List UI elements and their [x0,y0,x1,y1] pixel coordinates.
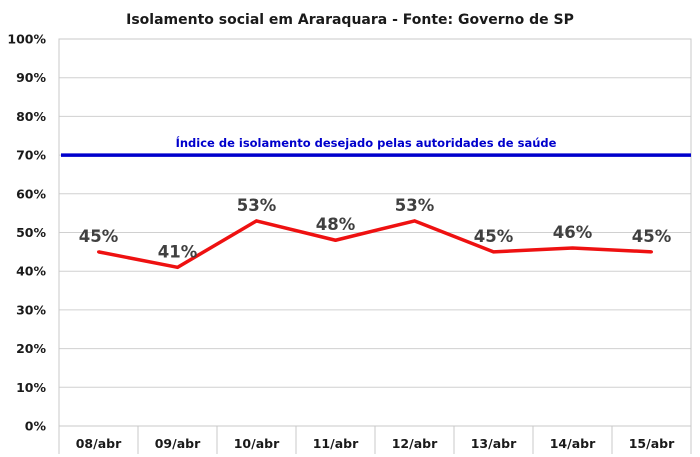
x-tick-label: 08/abr [76,436,122,451]
x-tick-label: 13/abr [471,436,517,451]
chart-title: Isolamento social em Araraquara - Fonte:… [126,12,574,28]
x-tick-label: 09/abr [155,436,201,451]
gridlines [58,38,692,454]
data-point [334,238,337,242]
x-tick-label: 11/abr [313,436,359,451]
y-tick-label: 0% [25,419,47,434]
x-tick-label: 12/abr [392,436,438,451]
x-tick-label: 15/abr [629,436,675,451]
x-axis-tick-labels: 08/abr 09/abr 10/abr 11/abr 12/abr 13/abr 14/a… [76,436,675,451]
data-label: 45% [474,227,514,246]
y-tick-label: 70% [16,148,46,163]
y-tick-label: 20% [16,341,46,356]
data-label: 45% [632,227,672,246]
data-point [650,250,653,254]
y-tick-label: 10% [16,380,46,395]
data-label: 53% [237,196,277,215]
data-point [571,246,574,250]
y-tick-label: 100% [7,32,46,47]
y-axis-tick-labels: 0% 10% 20% 30% 40% 50% 60% 70% 80% 90% 100% [7,32,46,434]
series-line [98,219,652,270]
data-point [413,219,416,223]
data-label: 48% [316,215,356,234]
data-label: 45% [79,227,119,246]
y-tick-label: 30% [16,302,46,317]
data-label: 53% [395,196,435,215]
y-tick-label: 90% [16,70,46,85]
data-label: 46% [553,223,593,242]
y-tick-label: 50% [16,225,46,240]
y-tick-label: 60% [16,186,46,201]
data-point [255,219,258,223]
reference-line-group: Índice de isolamento desejado pelas auto… [61,135,691,157]
reference-line-label: Índice de isolamento desejado pelas auto… [176,135,557,150]
y-tick-label: 80% [16,109,46,124]
y-tick-label: 40% [16,264,46,279]
data-point [176,265,179,269]
data-point [97,250,100,254]
series-group [97,219,653,270]
x-tick-label: 14/abr [550,436,596,451]
data-labels: 45% 41% 53% 48% 53% 45% 46% 45% [79,196,672,261]
x-tick-label: 10/abr [234,436,280,451]
data-label: 41% [158,242,198,261]
data-point [492,250,495,254]
